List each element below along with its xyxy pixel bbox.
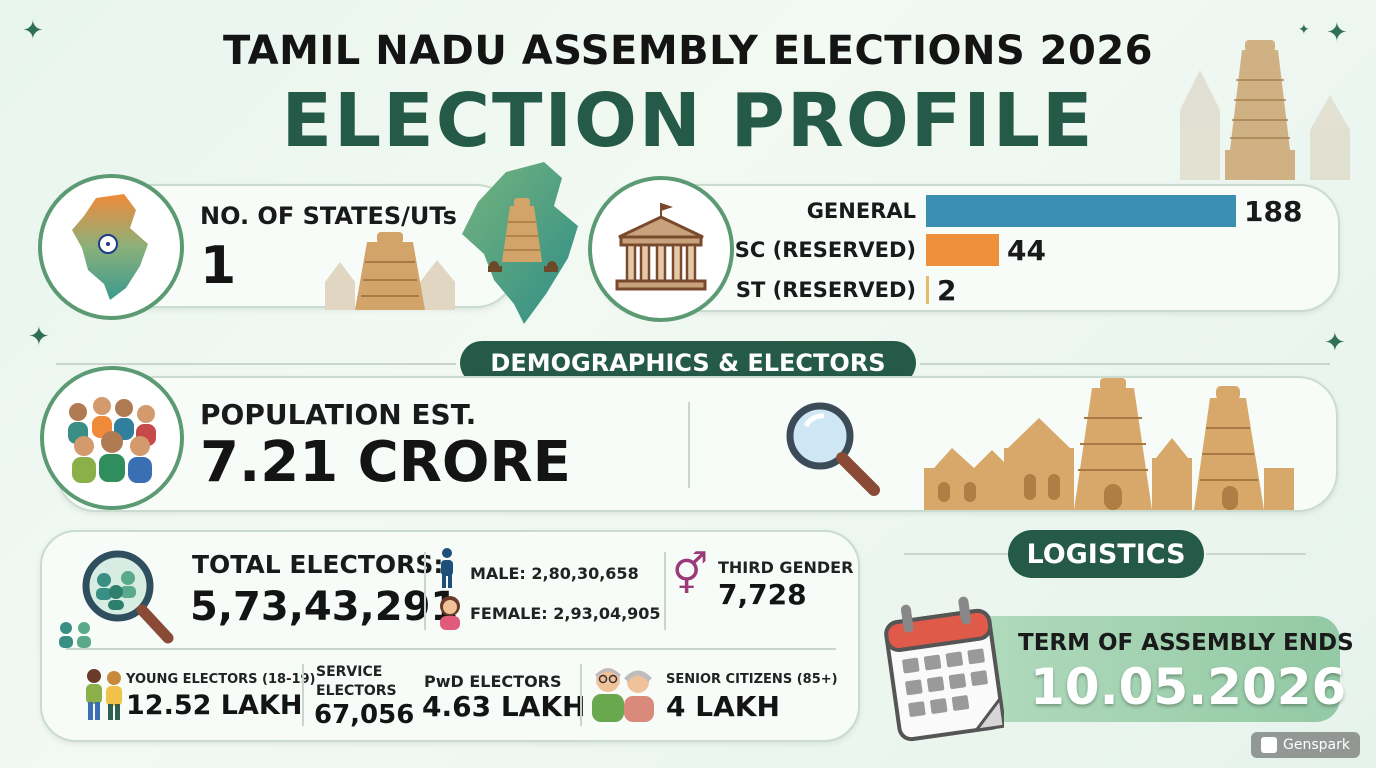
sparkle-icon: ✦	[1326, 18, 1348, 48]
bar-row-st: ST (RESERVED) 2	[716, 270, 1336, 310]
senior-citizens-label: SENIOR CITIZENS (85+)	[666, 672, 838, 687]
young-electors-value: 12.52 LAKH	[126, 690, 303, 721]
genspark-watermark: Genspark	[1251, 732, 1360, 758]
bar-sc	[926, 234, 999, 266]
pwd-electors-value: 4.63 LAKH	[422, 690, 586, 723]
bar-st	[926, 276, 929, 304]
logistics-pill: LOGISTICS	[1008, 530, 1204, 578]
vertical-divider	[580, 664, 582, 726]
young-electors-icon	[86, 669, 122, 720]
people-group-icon	[68, 397, 156, 483]
sparkle-icon: ✦	[28, 322, 50, 352]
bar-label-st: ST (RESERVED)	[735, 278, 916, 302]
sparkle-icon: ✦	[1324, 328, 1346, 358]
service-electors-value: 67,056	[314, 700, 415, 730]
term-value: 10.05.2026	[1030, 658, 1347, 716]
temple-skyline-icon	[924, 378, 1294, 510]
vertical-divider	[664, 552, 666, 630]
total-electors-value: 5,73,43,291	[190, 584, 459, 630]
third-gender-value: 7,728	[718, 578, 807, 611]
bar-general	[926, 195, 1236, 227]
male-count: MALE: 2,80,30,658	[470, 564, 639, 583]
male-icon	[441, 548, 453, 588]
pwd-electors-label: PwD ELECTORS	[424, 672, 562, 691]
magnifier-icon	[786, 402, 880, 496]
page-title: TAMIL NADU ASSEMBLY ELECTIONS 2026	[222, 28, 1154, 74]
term-label: TERM OF ASSEMBLY ENDS	[1018, 630, 1354, 656]
vertical-divider	[688, 402, 690, 488]
temple-icon	[325, 232, 455, 310]
female-icon	[440, 596, 460, 630]
states-value: 1	[200, 236, 237, 296]
term-card	[940, 616, 1340, 722]
watermark-text: Genspark	[1283, 737, 1350, 753]
bar-row-sc: SC (RESERVED) 44	[716, 230, 1336, 270]
bar-label-general: GENERAL	[806, 199, 916, 223]
seats-bar-chart: GENERAL 188 SC (RESERVED) 44 ST (RESERVE…	[716, 192, 1336, 310]
female-count: FEMALE: 2,93,04,905	[470, 604, 661, 623]
page-subtitle: ELECTION PROFILE	[281, 78, 1095, 164]
population-value: 7.21 CRORE	[200, 430, 571, 495]
states-label: NO. OF STATES/UTs	[200, 202, 457, 230]
service-electors-label-1: SERVICE	[316, 664, 383, 680]
population-icon-circle	[40, 366, 184, 510]
assembly-building-icon	[615, 203, 707, 291]
senior-citizens-value: 4 LAKH	[666, 690, 780, 723]
sparkle-icon: ✦	[1298, 22, 1310, 38]
vertical-divider	[302, 664, 304, 726]
young-electors-label: YOUNG ELECTORS (18-19)	[126, 672, 316, 687]
tamil-nadu-map-illustration	[462, 162, 578, 324]
states-icon-circle	[38, 174, 184, 320]
total-electors-label: TOTAL ELECTORS:	[192, 550, 444, 579]
sparkle-icon: ✦	[22, 16, 44, 46]
bar-value-sc: 44	[1007, 233, 1046, 267]
senior-citizens-icon	[592, 668, 654, 722]
horizontal-divider	[66, 648, 836, 650]
divider-line	[1206, 553, 1306, 555]
temple-skyline-icon	[1180, 40, 1350, 180]
divider-line	[56, 363, 456, 365]
service-electors-label-2: ELECTORS	[316, 683, 397, 699]
third-gender-label: THIRD GENDER	[718, 558, 854, 577]
divider-line	[920, 363, 1330, 365]
bar-value-general: 188	[1244, 194, 1303, 228]
bar-label-sc: SC (RESERVED)	[734, 238, 916, 262]
bar-row-general: GENERAL 188	[716, 192, 1336, 230]
calendar-icon	[884, 596, 1004, 742]
third-gender-icon: ⚥	[672, 552, 709, 598]
divider-line	[904, 553, 1010, 555]
vertical-divider	[424, 552, 426, 630]
tamil-nadu-map-icon	[72, 194, 148, 300]
seats-icon-circle	[588, 176, 734, 322]
bar-value-st: 2	[937, 273, 957, 307]
population-label: POPULATION EST.	[200, 398, 477, 431]
search-people-icon	[59, 550, 174, 648]
genspark-logo-icon	[1261, 737, 1278, 753]
